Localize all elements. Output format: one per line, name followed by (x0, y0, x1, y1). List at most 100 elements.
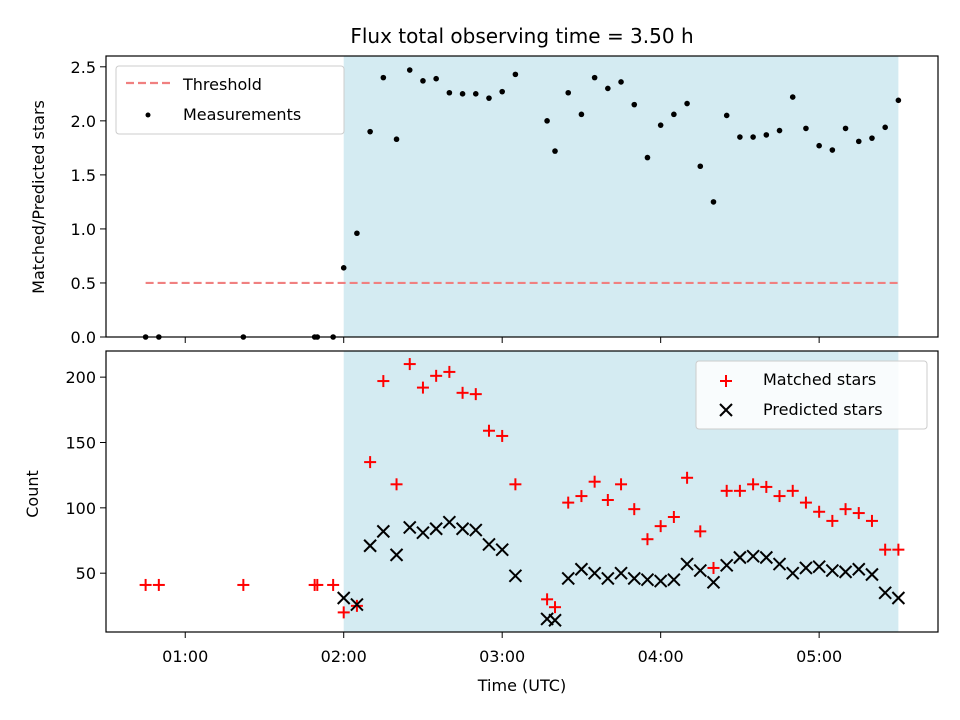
x-tick-label: 03:00 (479, 647, 525, 666)
matched-star-point (509, 478, 522, 491)
predicted-star-point (574, 562, 589, 576)
predicted-star-point (482, 537, 496, 552)
matched-star-point (865, 514, 878, 527)
predicted-star-point (389, 548, 404, 562)
predicted-star-point (469, 523, 483, 537)
measurement-point (723, 112, 730, 119)
predicted-star-point (455, 522, 470, 536)
predicted-star-point (561, 571, 575, 586)
predicted-star-point (416, 525, 430, 540)
matched-star-point (469, 388, 482, 401)
measurement-point (895, 97, 902, 104)
matched-star-point (681, 471, 694, 484)
top-axes-frame (105, 55, 939, 338)
measurement-point (393, 136, 400, 143)
bottom-legend-box (695, 360, 928, 430)
predicted-star-point (508, 569, 523, 583)
matched-star-point (496, 429, 509, 442)
measurement-point (644, 154, 651, 161)
predicted-star-point (812, 559, 826, 574)
legend-threshold-label: Threshold (182, 75, 262, 94)
matched-star-point (747, 478, 760, 491)
matched-star-point (311, 578, 324, 591)
measurement-point (842, 125, 849, 132)
matched-star-point (786, 484, 799, 497)
bottom-axes-frame (105, 350, 939, 633)
matched-star-point (588, 475, 601, 488)
predicted-star-point (865, 567, 879, 582)
matched-star-point (733, 484, 746, 497)
matched-star-point (654, 520, 667, 533)
measurement-point (552, 148, 558, 154)
measurement-point (869, 135, 875, 141)
predicted-star-point (680, 557, 694, 571)
legend-predicted-label: Predicted stars (763, 400, 883, 419)
matched-star-point (456, 386, 469, 399)
bottom-y-axis-label: Count (23, 470, 42, 518)
measurement-point (657, 122, 664, 128)
measurement-point (671, 111, 677, 118)
measurement-point (446, 89, 453, 96)
predicted-star-point (640, 573, 655, 587)
y-tick-label: 100 (65, 499, 96, 518)
matched-star-point (852, 507, 865, 520)
matched-star-point (416, 381, 429, 394)
predicted-star-point (653, 574, 668, 588)
matched-star-point (327, 578, 340, 591)
y-tick-label: 1.5 (71, 166, 96, 185)
x-tick-label: 02:00 (321, 647, 367, 666)
measurement-point (472, 91, 479, 97)
matched-star-point (377, 375, 390, 388)
measurement-point (420, 78, 426, 84)
matched-star-point (152, 578, 165, 591)
predicted-star-point (627, 571, 641, 586)
matched-star-point (549, 601, 562, 614)
top-panel: 0.0 0.5 1.0 1.5 2.0 2.5 Matched/Predicted sta… (29, 55, 939, 347)
matched-star-point (562, 496, 575, 509)
matched-star-point (443, 365, 456, 378)
matched-star-point (641, 533, 654, 546)
matched-star-point (390, 478, 403, 491)
x-tick-label: 05:00 (796, 647, 842, 666)
predicted-star-point (337, 591, 351, 605)
y-tick-label: 0.5 (71, 274, 96, 293)
observing-window-shade (343, 56, 899, 337)
predicted-star-point (759, 550, 774, 565)
bottom-panel: 50 100 150 200 01:00 02:00 03:00 04:00 05:00 Co… (23, 350, 939, 695)
x-tick-label: 01:00 (162, 647, 208, 666)
measurement-point (380, 74, 387, 81)
measurement-point (459, 91, 466, 97)
predicted-star-point (614, 566, 628, 580)
measurement-point (499, 88, 505, 95)
measurement-point (605, 85, 611, 92)
matched-star-point (667, 510, 680, 523)
measurement-point (354, 230, 360, 237)
measurement-point (816, 142, 822, 149)
top-y-axis-label: Matched/Predicted stars (29, 100, 48, 294)
matched-star-point (337, 606, 350, 619)
predicted-star-point (838, 565, 853, 579)
matched-star-point (237, 578, 250, 591)
predicted-star-point (376, 524, 391, 539)
legend-matched-label: Matched stars (763, 370, 876, 389)
predicted-star-point (693, 563, 707, 578)
predicted-star-point (852, 562, 866, 576)
matched-star-point (139, 578, 152, 591)
chart-title: Flux total observing time = 3.50 h (350, 24, 693, 48)
matched-star-point (541, 593, 554, 606)
predicted-star-point (350, 597, 364, 612)
predicted-star-point (442, 515, 457, 529)
matched-star-point (628, 503, 641, 516)
legend-matched-swatch (720, 375, 732, 387)
predicted-star-point (878, 586, 892, 600)
measurement-point (433, 75, 439, 82)
matched-star-point (879, 543, 892, 556)
matched-star-point (839, 503, 852, 516)
measurement-point (565, 89, 572, 96)
measurement-point (578, 111, 585, 118)
measurement-point (776, 127, 783, 134)
measurement-point (618, 79, 624, 85)
predicted-star-point (429, 522, 443, 536)
bottom-legend: Matched stars Predicted stars (695, 360, 928, 430)
